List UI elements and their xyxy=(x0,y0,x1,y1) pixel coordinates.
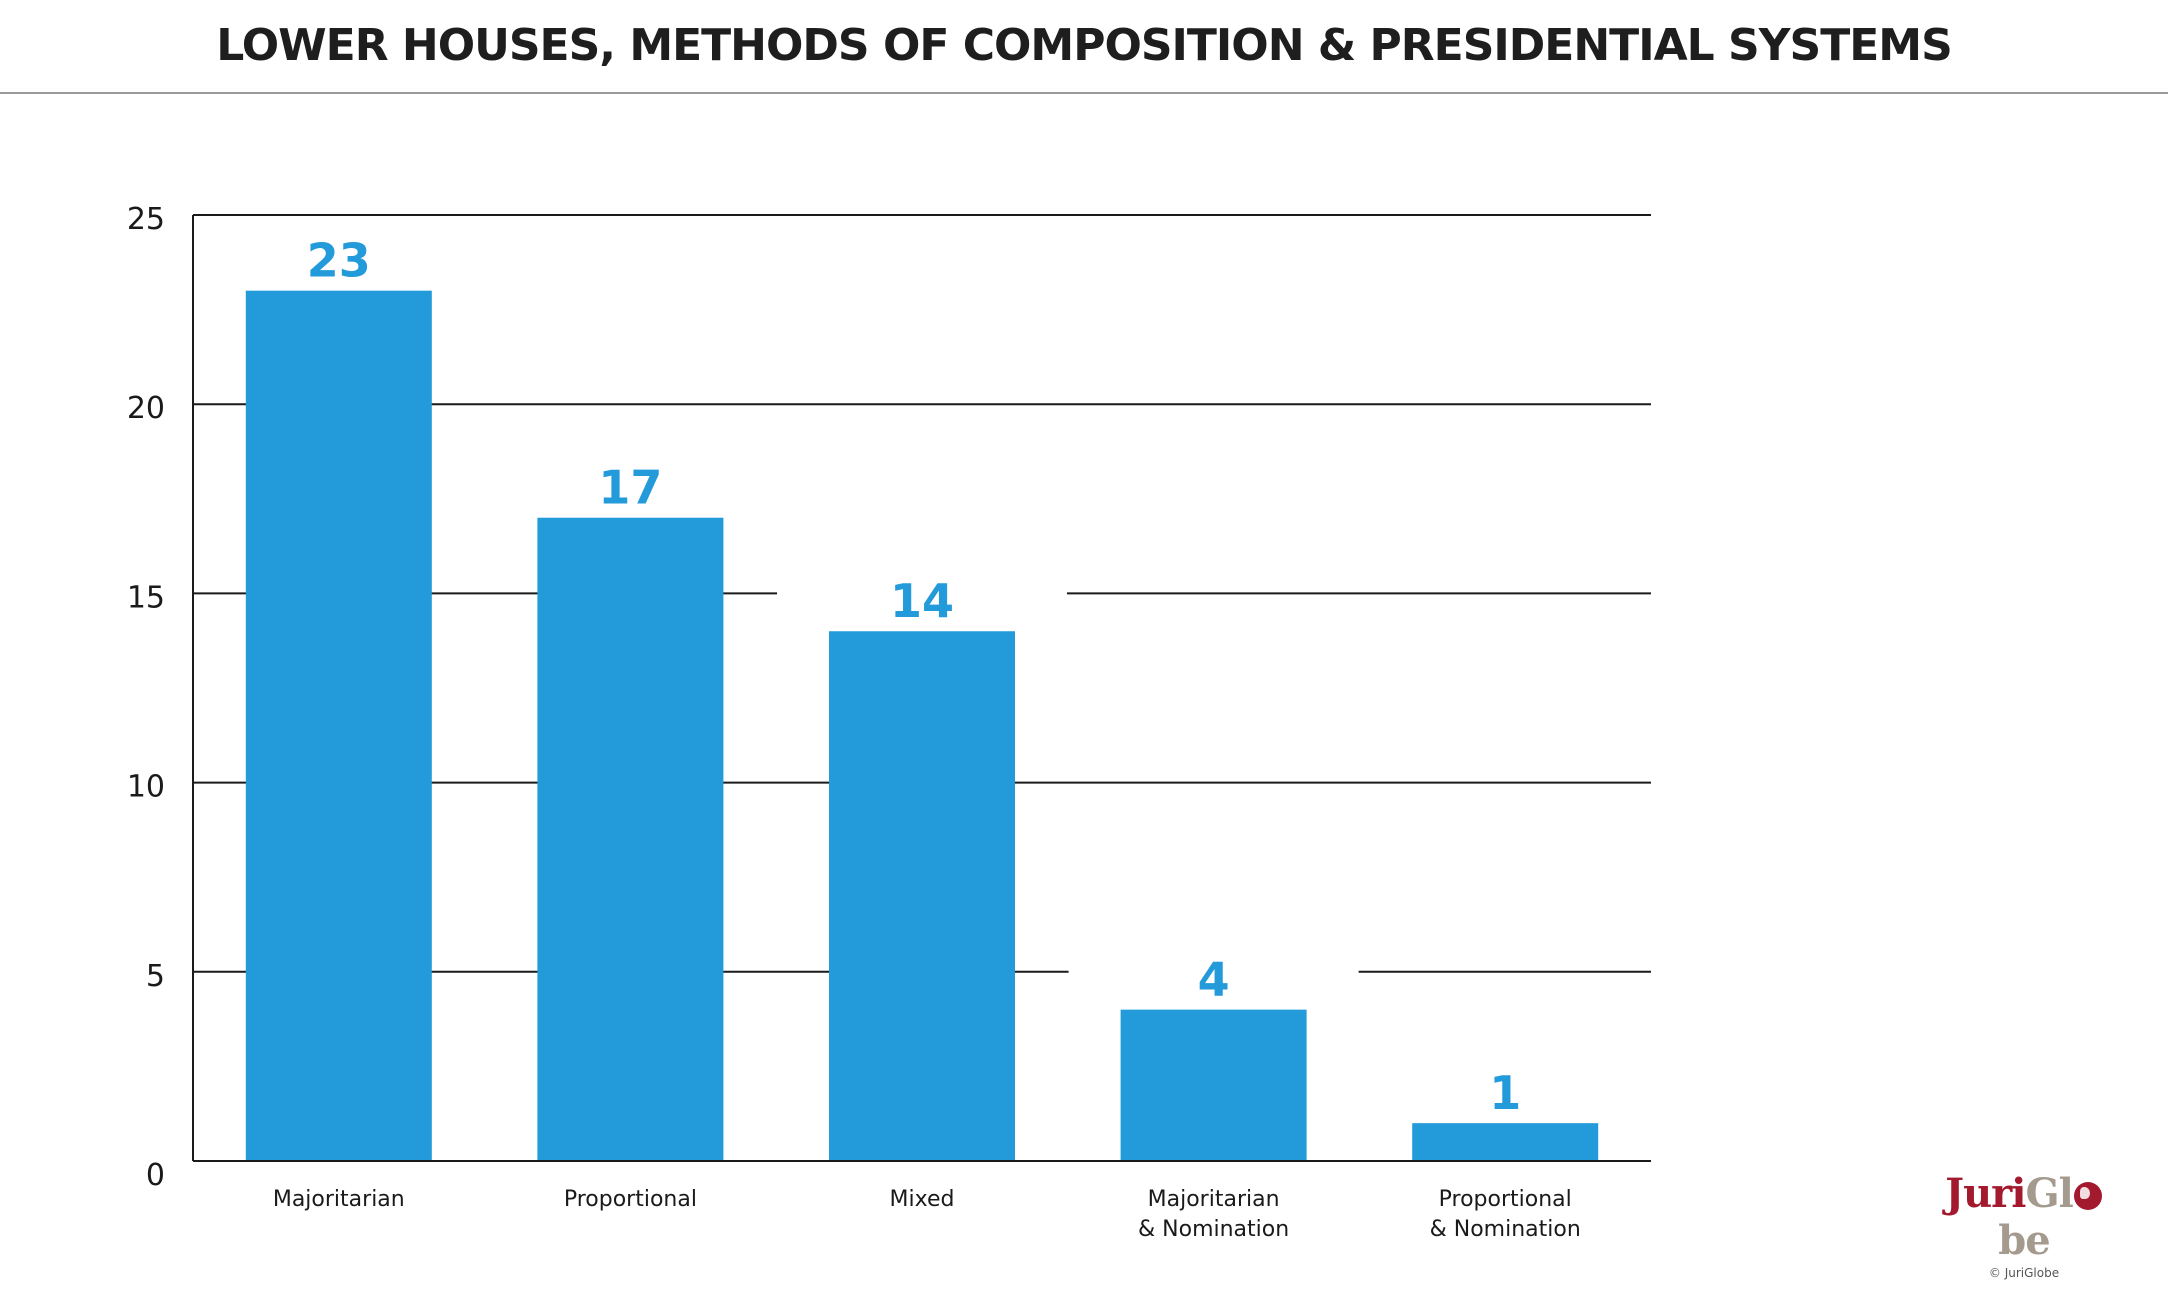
axes: 0 5 10 15 20 25 Majoritarian Proportional Mixed M… xyxy=(127,202,1651,1242)
x-tick-label: Proportional & Nomination xyxy=(1430,1187,1581,1242)
data-label-background xyxy=(1068,947,1359,1006)
logo-copyright: © JuriGlobe xyxy=(1988,1266,2060,1280)
juriglobe-logo: JuriGlbe © JuriGlobe xyxy=(1928,1170,2120,1280)
y-tick-label: 25 xyxy=(127,202,165,237)
data-label: 14 xyxy=(890,574,954,628)
data-label-background xyxy=(193,228,484,287)
globe-icon xyxy=(2073,1182,2102,1210)
y-tick-label: 10 xyxy=(127,770,165,805)
x-tick-label-line: & Nomination xyxy=(1138,1217,1289,1242)
bar xyxy=(1120,1009,1307,1161)
bar xyxy=(245,290,432,1161)
x-tick-label-line: Mixed xyxy=(890,1187,955,1212)
bar xyxy=(829,631,1015,1161)
y-tick-label: 15 xyxy=(127,580,165,615)
data-label: 17 xyxy=(598,461,662,515)
logo-text-part1: Juri xyxy=(1945,1170,2026,1217)
x-tick-label-line: Proportional xyxy=(1439,1187,1572,1212)
bar xyxy=(1412,1123,1599,1161)
chart-title: LOWER HOUSES, METHODS OF COMPOSITION & P… xyxy=(216,20,1953,71)
x-tick-label: Majoritarian & Nomination xyxy=(1138,1187,1289,1242)
y-tick-label: 20 xyxy=(127,391,165,426)
logo-wordmark: JuriGlbe xyxy=(1928,1170,2120,1264)
data-label: 1 xyxy=(1489,1066,1521,1120)
data-label-background xyxy=(777,569,1067,628)
title-divider xyxy=(0,92,2168,94)
data-label-background xyxy=(1360,1061,1651,1120)
y-tick-label: 0 xyxy=(146,1158,165,1193)
bar xyxy=(537,517,724,1161)
data-label-background xyxy=(485,455,776,514)
logo-text-part2: Gl xyxy=(2025,1170,2073,1217)
y-tick-label: 5 xyxy=(146,959,165,994)
x-tick-label: Mixed xyxy=(890,1187,955,1212)
x-tick-label-line: Majoritarian xyxy=(1148,1187,1280,1212)
x-tick-label-line: & Nomination xyxy=(1430,1217,1581,1242)
logo-text-part3: be xyxy=(1998,1217,2050,1264)
bars: 23 17 14 4 1 xyxy=(193,228,1651,1161)
data-label: 23 xyxy=(307,234,371,288)
x-tick-label-line: Majoritarian xyxy=(273,1187,405,1212)
data-label: 4 xyxy=(1198,953,1230,1007)
x-tick-label: Proportional xyxy=(564,1187,697,1212)
x-tick-label: Majoritarian xyxy=(273,1187,405,1212)
x-tick-label-line: Proportional xyxy=(564,1187,697,1212)
